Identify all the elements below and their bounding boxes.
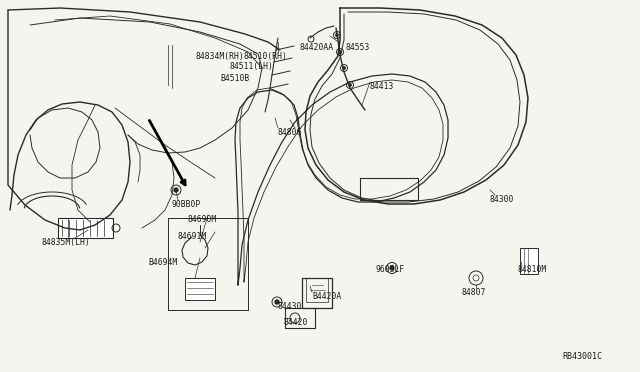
Text: 84691M: 84691M [178,232,207,241]
Text: 84420AA: 84420AA [300,43,334,52]
Text: B4420A: B4420A [312,292,341,301]
Bar [185,278,215,300]
Text: B4510B: B4510B [220,74,249,83]
Text: B4694M: B4694M [148,258,177,267]
Text: 9603LF: 9603LF [376,265,405,274]
Text: 84510(RH): 84510(RH) [243,52,287,61]
Text: RB43001C: RB43001C [562,352,602,361]
Text: 84807: 84807 [462,288,486,297]
Circle shape [349,84,351,86]
Circle shape [390,266,394,270]
Text: 84300: 84300 [489,195,513,204]
Bar [58,218,113,238]
Text: 84835M(LH): 84835M(LH) [42,238,91,247]
Text: 84834M(RH): 84834M(RH) [195,52,244,61]
Text: 84806: 84806 [278,128,302,137]
Circle shape [339,51,341,53]
Circle shape [275,300,279,304]
Text: 84810M: 84810M [517,265,547,274]
Text: 90BB0P: 90BB0P [171,200,200,209]
Text: 84420: 84420 [284,318,308,327]
Text: 84413: 84413 [370,82,394,91]
Text: 84553: 84553 [345,43,369,52]
Text: 84430: 84430 [278,302,302,311]
Circle shape [343,67,345,69]
Bar [520,248,538,274]
Circle shape [336,34,338,36]
Text: 84690M: 84690M [188,215,217,224]
Text: 84511(LH): 84511(LH) [230,62,274,71]
Circle shape [174,188,178,192]
